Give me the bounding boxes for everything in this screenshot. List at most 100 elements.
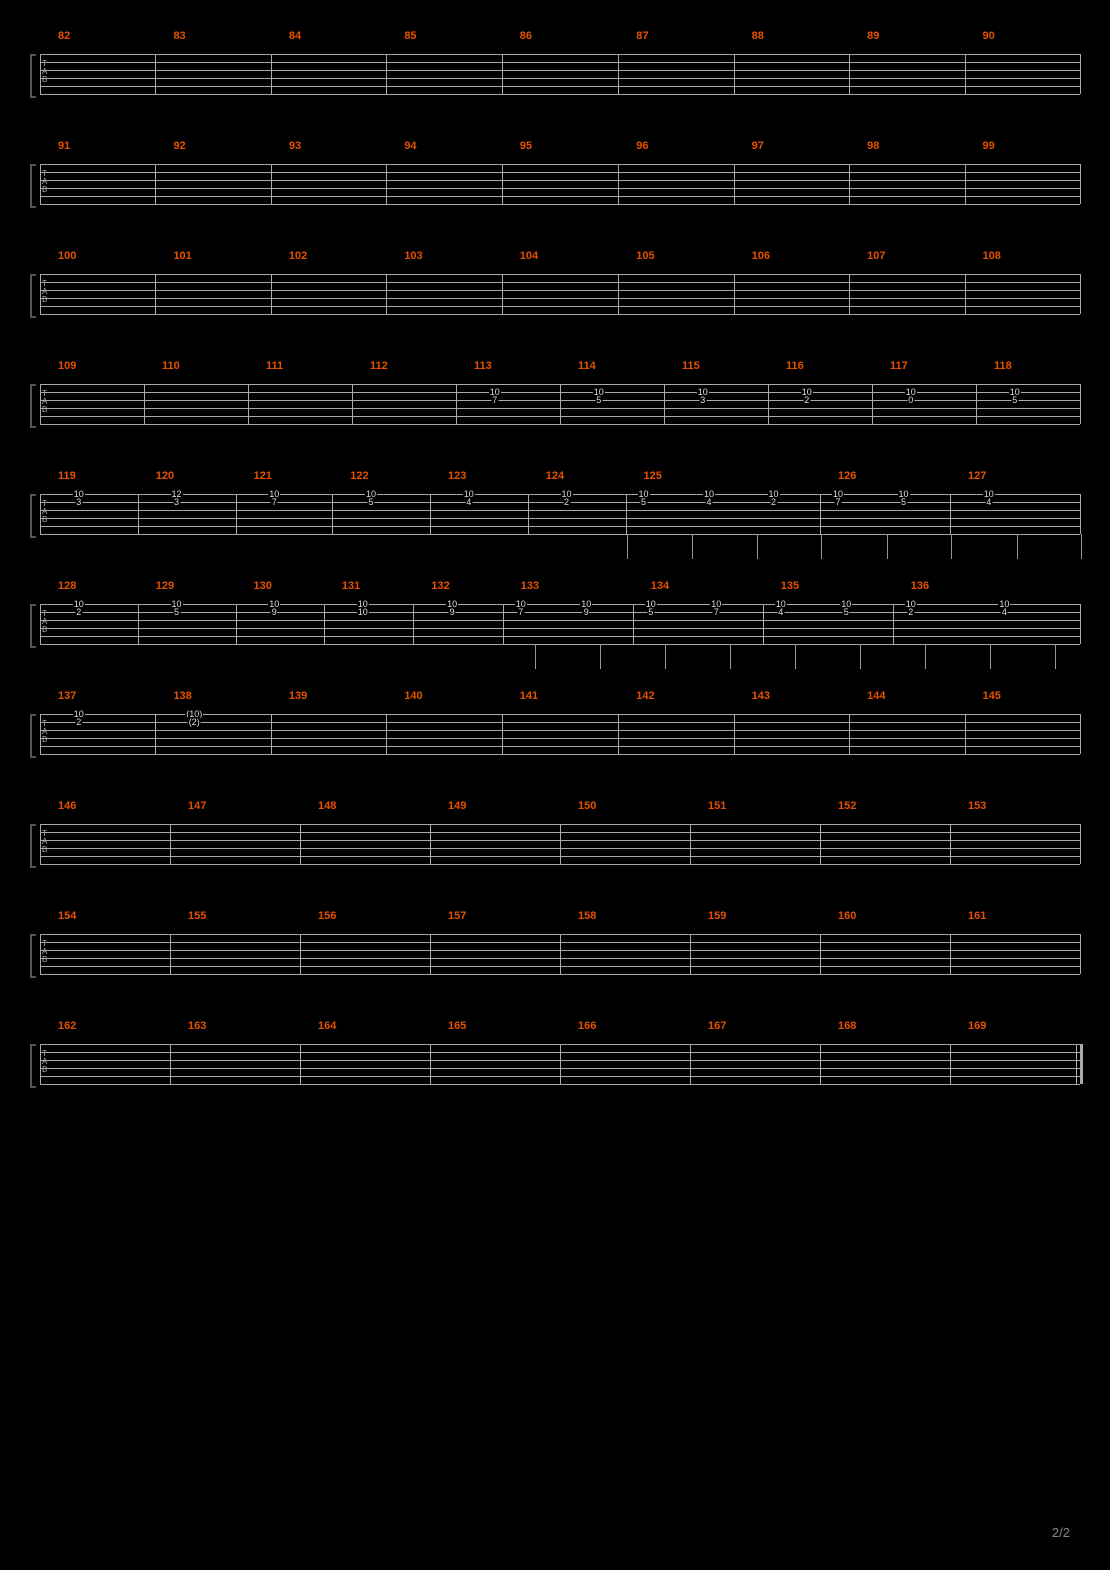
barline	[430, 1044, 431, 1084]
measure-number: 85	[404, 30, 416, 42]
barline	[271, 274, 272, 314]
measure-number: 107	[867, 250, 885, 262]
measure-number: 117	[890, 360, 908, 372]
staff-line	[40, 974, 1080, 975]
measure-number: 86	[520, 30, 532, 42]
note-stem	[860, 644, 861, 669]
tab-label: TAB	[42, 720, 47, 744]
barline	[1080, 54, 1081, 94]
staff-line	[40, 636, 1080, 637]
staff-line	[40, 864, 1080, 865]
barline	[849, 164, 850, 204]
note-stem	[1081, 534, 1082, 559]
measure-number: 163	[188, 1020, 206, 1032]
tab-note: 2	[907, 607, 914, 617]
tab-note: 5	[173, 607, 180, 617]
staff-line	[40, 306, 1080, 307]
barline	[40, 824, 41, 864]
barline	[1080, 494, 1081, 534]
measure-number: 96	[636, 140, 648, 152]
staff-line	[40, 628, 1080, 629]
tab-note: 0	[907, 395, 914, 405]
note-stem	[757, 534, 758, 559]
barline	[734, 54, 735, 94]
barline	[40, 164, 41, 204]
barline	[618, 54, 619, 94]
barline	[820, 1044, 821, 1084]
measure-number: 121	[254, 470, 272, 482]
note-stem	[925, 644, 926, 669]
barline	[236, 494, 237, 534]
barline	[40, 494, 41, 534]
staff-line	[40, 620, 1080, 621]
measure-number: 123	[448, 470, 466, 482]
tab-note: 5	[1011, 395, 1018, 405]
tab-note: 3	[699, 395, 706, 405]
note-stem	[795, 644, 796, 669]
measure-number: 102	[289, 250, 307, 262]
staff-line	[40, 738, 1080, 739]
tab-note: 4	[465, 497, 472, 507]
tab-note: 2	[75, 717, 82, 727]
measure-number: 135	[781, 580, 799, 592]
measure-number: 127	[968, 470, 986, 482]
barline	[40, 384, 41, 424]
barline	[138, 494, 139, 534]
barline	[40, 714, 41, 754]
staff-line	[40, 510, 1080, 511]
barline	[40, 54, 41, 94]
measure-number: 120	[156, 470, 174, 482]
measure-number: 157	[448, 910, 466, 922]
staff-line	[40, 314, 1080, 315]
barline	[626, 494, 627, 534]
tab-system: TAB919293949596979899	[30, 140, 1080, 220]
staff-line	[40, 746, 1080, 747]
barline	[386, 164, 387, 204]
measure-number: 140	[404, 690, 422, 702]
measure-number: 146	[58, 800, 76, 812]
measure-number: 155	[188, 910, 206, 922]
barline	[300, 824, 301, 864]
measure-number: 116	[786, 360, 804, 372]
tab-system: TAB137102138(10)(2)139140141142143144145	[30, 690, 1080, 770]
barline	[560, 384, 561, 424]
staff-line	[40, 298, 1080, 299]
staff-line	[40, 204, 1080, 205]
tab-system: TAB1091101111121131071141051151031161021…	[30, 360, 1080, 440]
barline	[820, 494, 821, 534]
measure-number: 144	[867, 690, 885, 702]
barline	[690, 824, 691, 864]
barline	[849, 54, 850, 94]
system-bracket	[30, 384, 36, 428]
measure-number: 151	[708, 800, 726, 812]
tab-note: 7	[713, 607, 720, 617]
staff-line	[40, 274, 1080, 275]
staff-line	[40, 754, 1080, 755]
measure-number: 104	[520, 250, 538, 262]
measure-number: 153	[968, 800, 986, 812]
measure-number: 158	[578, 910, 596, 922]
barline	[430, 494, 431, 534]
staff-line	[40, 526, 1080, 527]
tab-system: TAB1191031201231211071221051231041241021…	[30, 470, 1080, 550]
measure-number: 132	[431, 580, 449, 592]
measure-number: 164	[318, 1020, 336, 1032]
barline	[618, 274, 619, 314]
system-bracket	[30, 934, 36, 978]
barline	[248, 384, 249, 424]
barline	[138, 604, 139, 644]
measure-number: 83	[173, 30, 185, 42]
tab-note: 2	[563, 497, 570, 507]
staff-line	[40, 604, 1080, 605]
staff-line	[40, 94, 1080, 95]
system-bracket	[30, 494, 36, 538]
measure-number: 95	[520, 140, 532, 152]
barline	[618, 714, 619, 754]
tab-system: TAB154155156157158159160161	[30, 910, 1080, 990]
barline	[386, 54, 387, 94]
note-stem	[730, 644, 731, 669]
measure-number: 156	[318, 910, 336, 922]
tab-label: TAB	[42, 830, 47, 854]
measure-number: 131	[342, 580, 360, 592]
measure-number: 160	[838, 910, 856, 922]
